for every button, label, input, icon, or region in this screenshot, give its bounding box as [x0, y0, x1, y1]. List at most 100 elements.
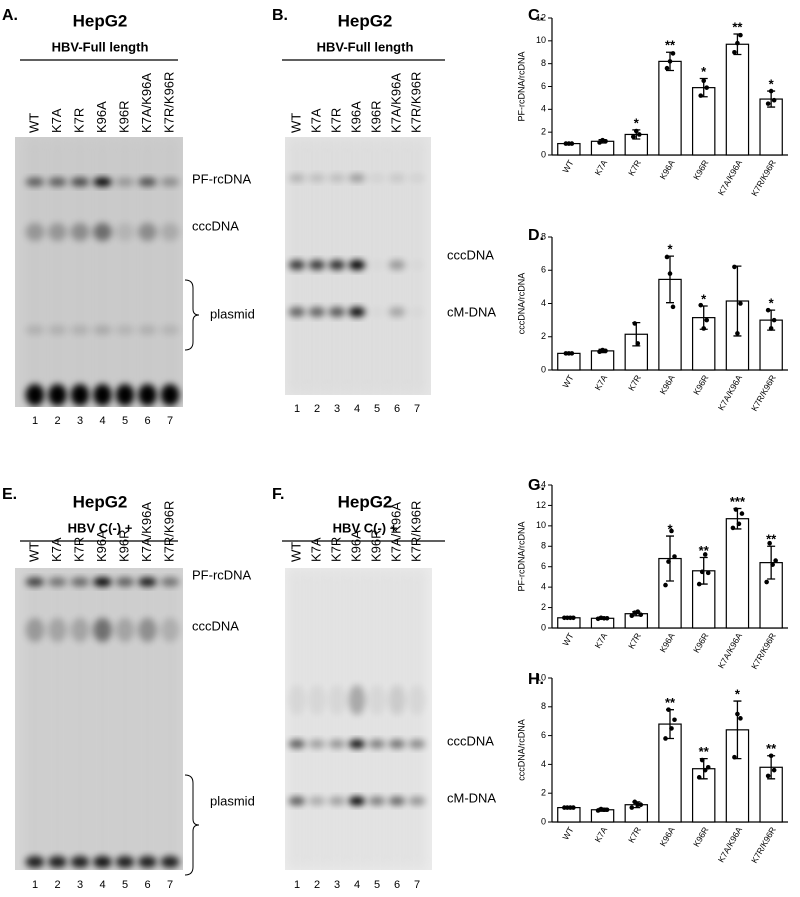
- lane-number: 1: [294, 403, 300, 415]
- y-tick-label: 0: [541, 364, 546, 374]
- y-tick-label: 8: [541, 701, 546, 711]
- y-tick-label: 6: [541, 81, 546, 91]
- data-point: [702, 767, 708, 773]
- band-label: plasmid: [210, 793, 255, 808]
- gel-band: [328, 260, 346, 270]
- data-point: [733, 507, 739, 512]
- significance: *: [701, 291, 707, 306]
- data-point: [764, 579, 769, 585]
- lane-number: 4: [354, 403, 360, 415]
- lane-smear: [349, 568, 365, 870]
- data-point: [696, 581, 702, 587]
- data-point: [632, 321, 638, 326]
- data-point: [571, 805, 576, 810]
- lane-label: K7A: [308, 537, 323, 562]
- panel-letter: D.: [528, 227, 544, 244]
- gel-band: [388, 307, 406, 317]
- lane-label: K96A: [348, 530, 363, 562]
- significance: ***: [730, 494, 746, 509]
- data-point: [738, 301, 743, 306]
- gel-bands: [288, 137, 426, 395]
- x-tick-label: K7R: [626, 825, 643, 844]
- gel-band: [328, 685, 346, 715]
- data-point: [636, 132, 642, 137]
- bar: [725, 518, 750, 629]
- significance: **: [665, 695, 676, 710]
- lane-label: K96A: [94, 530, 109, 562]
- y-tick-label: 2: [541, 331, 546, 341]
- data-point: [701, 78, 707, 84]
- lane-label: K7A: [308, 108, 323, 133]
- lane-label: K7A/K96A: [139, 73, 154, 133]
- gel-band: [138, 577, 157, 587]
- gel-band: [308, 307, 326, 317]
- gel-band: [93, 177, 112, 187]
- gel-band: [409, 307, 426, 317]
- data-point: [770, 562, 775, 567]
- lane-smear: [94, 137, 111, 407]
- panel-letter: H.: [528, 671, 544, 688]
- data-point: [735, 331, 740, 336]
- gel-band: [25, 856, 45, 868]
- data-point: [571, 615, 576, 621]
- lane-number: 4: [99, 879, 105, 891]
- lane-smear: [162, 137, 178, 407]
- bracket: [184, 774, 200, 876]
- lane-number: 2: [54, 879, 60, 891]
- gel-band: [93, 384, 112, 406]
- lane-smear: [27, 568, 43, 870]
- x-tick-label: K7A/K96A: [716, 631, 744, 670]
- lane-smear: [289, 568, 305, 870]
- data-point: [771, 97, 777, 103]
- data-point: [701, 326, 707, 331]
- data-point: [738, 32, 743, 38]
- y-tick-label: 12: [536, 500, 546, 510]
- gel-band: [308, 739, 326, 749]
- lane-smear: [329, 568, 345, 870]
- gel-band: [308, 796, 326, 806]
- gel-band: [115, 325, 135, 335]
- lane-number: 3: [334, 879, 340, 891]
- x-tick-label: WT: [560, 825, 575, 841]
- bar: [557, 352, 581, 371]
- gel-band: [25, 577, 45, 587]
- error-bar: [666, 535, 674, 582]
- y-tick-label: 2: [541, 788, 546, 798]
- data-point: [603, 139, 608, 144]
- gel-band: [160, 177, 180, 187]
- data-point: [670, 304, 676, 310]
- bar: [658, 60, 682, 156]
- data-point: [663, 582, 668, 588]
- y-axis-label: cccDNA/rcDNA: [516, 719, 526, 781]
- gel-subtitle: HBV C(-) +: [333, 520, 398, 535]
- x-tick-label: K7A: [593, 825, 610, 844]
- lane-label: K96R: [368, 100, 383, 133]
- gel-band: [93, 856, 112, 868]
- gel-band: [70, 577, 90, 587]
- band-label: cccDNA: [192, 618, 239, 633]
- data-point: [765, 773, 771, 779]
- gel-band: [348, 307, 366, 317]
- band-label: PF-rcDNA: [192, 567, 252, 582]
- data-point: [667, 271, 673, 276]
- gel-band: [138, 223, 157, 241]
- data-point: [669, 726, 674, 731]
- data-point: [735, 40, 740, 46]
- y-tick-label: 8: [541, 541, 546, 551]
- y-tick-label: 2: [541, 127, 546, 137]
- data-point: [632, 799, 638, 805]
- x-tick-label: K7A: [593, 158, 610, 177]
- gel-band: [48, 384, 67, 406]
- data-point: [771, 767, 777, 773]
- y-tick-label: 6: [541, 561, 546, 571]
- lane-number: 4: [99, 415, 105, 427]
- data-point: [664, 65, 670, 71]
- gel-band: [388, 739, 406, 749]
- lane-smear: [162, 568, 178, 870]
- gel-band: [288, 685, 306, 715]
- lane-number: 7: [414, 403, 420, 415]
- gel-title: HepG2: [73, 11, 128, 30]
- data-point: [735, 711, 740, 717]
- x-tick-label: K96A: [658, 631, 677, 654]
- gel-band: [308, 260, 326, 270]
